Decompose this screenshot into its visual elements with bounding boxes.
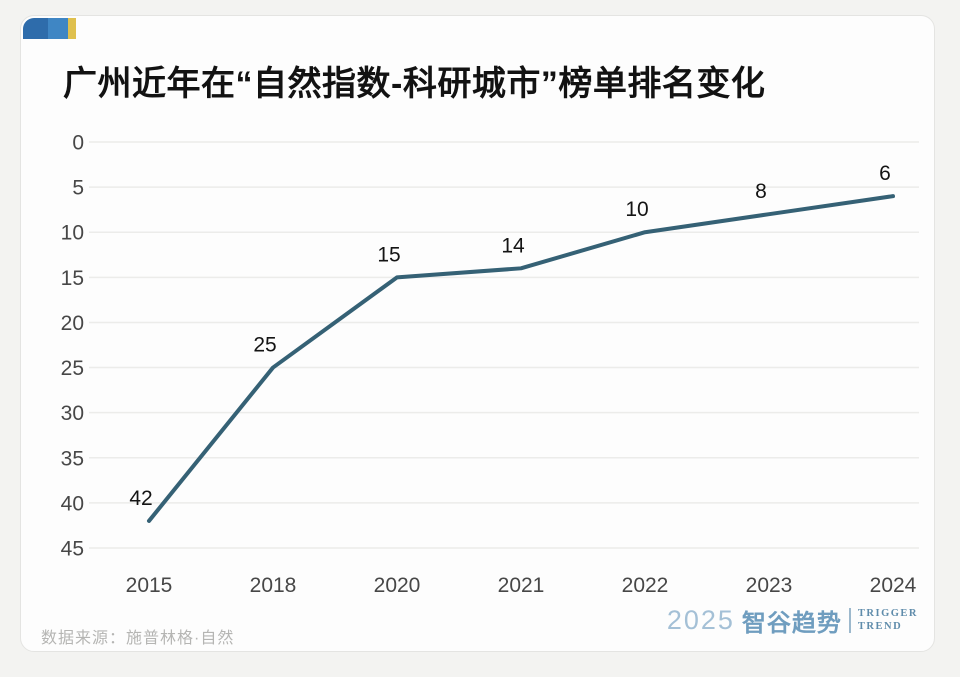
y-axis-tick-label: 30	[61, 402, 84, 425]
y-axis-tick-label: 5	[72, 177, 84, 200]
data-source-text: 数据来源：施普林格·自然	[41, 630, 235, 647]
x-axis-tick-label: 2024	[870, 574, 917, 597]
y-axis-tick-label: 10	[61, 222, 84, 245]
chart-title: 广州近年在“自然指数-科研城市”榜单排名变化	[63, 65, 766, 103]
corner-block-dark-blue	[23, 18, 48, 39]
x-axis-tick-label: 2023	[746, 574, 793, 597]
y-axis-tick-label: 15	[61, 267, 84, 290]
data-point-label: 6	[879, 162, 891, 185]
corner-decoration	[23, 18, 76, 39]
logo-tagline-line1: TRIGGER	[857, 607, 918, 619]
corner-block-yellow	[68, 18, 76, 39]
y-axis-tick-label: 40	[61, 492, 84, 515]
logo-divider	[848, 608, 851, 633]
y-axis-tick-label: 35	[61, 447, 84, 470]
y-axis-tick-label: 0	[72, 132, 84, 155]
brand-logo: 2025 智谷趋势 TRIGGER TREND	[667, 603, 918, 638]
x-axis-tick-label: 2021	[498, 574, 545, 597]
x-axis-tick-label: 2022	[622, 574, 669, 597]
data-point-label: 14	[501, 234, 525, 257]
logo-tagline: TRIGGER TREND	[858, 608, 918, 633]
logo-year: 2025	[666, 605, 735, 635]
corner-block-light-blue	[48, 18, 68, 39]
data-line	[147, 194, 895, 523]
y-axis-tick-label: 20	[61, 312, 84, 335]
data-point-label: 42	[129, 487, 152, 510]
y-axis-tick-label: 45	[61, 538, 84, 561]
x-axis-tick-label: 2020	[374, 574, 421, 597]
chart-card: 广州近年在“自然指数-科研城市”榜单排名变化 0 5 10 15 20 25 30 35 40 4…	[20, 15, 935, 652]
logo-tagline-line2: TREND	[857, 620, 903, 632]
x-axis-tick-label: 2015	[126, 574, 173, 597]
data-point-label: 8	[755, 180, 767, 203]
data-point-label: 15	[377, 243, 400, 266]
data-point-label: 25	[253, 334, 276, 357]
x-axis-tick-label: 2018	[250, 574, 297, 597]
data-point-label: 10	[625, 198, 648, 221]
logo-brand-name: 智谷趋势	[741, 610, 842, 637]
y-axis-tick-label: 25	[61, 357, 84, 380]
chart-svg: 0 5 10 15 20 25 30 35 40 45 2015 2018 2020 2021 2022 20…	[61, 132, 919, 597]
